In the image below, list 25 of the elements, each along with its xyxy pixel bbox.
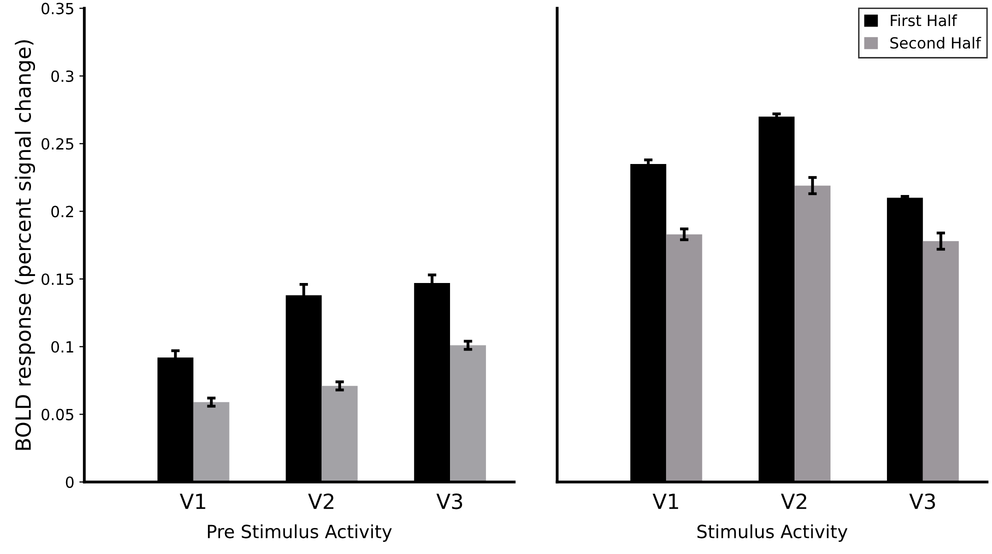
x-tick-label: V2	[780, 493, 806, 509]
x-tick-label: V2	[308, 493, 334, 509]
y-tick-label: 0.25	[42, 138, 74, 150]
x-tick-label: V1	[180, 494, 206, 509]
y-axis-title: BOLD response (percent signal change)	[14, 40, 36, 450]
x-axis-title: Pre Stimulus Activity	[208, 524, 392, 542]
y-tick-label: 0.35	[42, 2, 74, 14]
legend-label: Second Half	[890, 36, 982, 49]
x-tick-label: V3	[909, 493, 935, 510]
x-tick-label: V3	[436, 493, 462, 510]
bar	[322, 386, 358, 482]
legend-label: First Half	[890, 14, 958, 26]
y-tick-label: 0.1	[51, 341, 74, 353]
x-axis-title: Stimulus Activity	[697, 524, 848, 542]
bar	[193, 402, 230, 482]
y-tick-label: 0.05	[42, 408, 74, 420]
bar	[794, 186, 830, 482]
y-tick-label: 0.2	[51, 206, 74, 218]
bar	[922, 241, 959, 482]
y-tick-label: 0.3	[51, 70, 74, 82]
y-tick-label: 0	[66, 476, 74, 488]
bar	[450, 345, 486, 482]
bar	[666, 234, 702, 482]
x-tick-label: V1	[652, 494, 678, 509]
y-tick-label: 0.15	[42, 273, 74, 285]
